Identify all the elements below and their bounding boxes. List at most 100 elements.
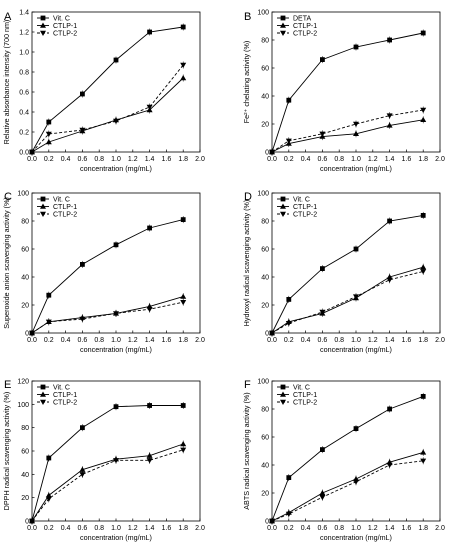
y-tick-label: 20 — [261, 491, 269, 498]
data-point — [146, 104, 153, 110]
data-point — [387, 406, 392, 412]
x-tick-label: 0.0 — [27, 337, 37, 344]
data-point — [386, 462, 393, 468]
data-point — [320, 57, 325, 62]
data-point — [319, 131, 326, 137]
y-tick-label: 0.2 — [19, 130, 29, 137]
data-point — [45, 492, 52, 498]
legend-label: CTLP-1 — [53, 392, 77, 399]
y-axis-label: ABTS radical scavenging activity (%) — [242, 392, 251, 509]
x-tick-label: 0.0 — [27, 525, 37, 532]
data-point — [353, 130, 359, 136]
y-tick-label: 40 — [261, 275, 269, 282]
data-point — [420, 394, 426, 399]
data-point — [353, 426, 359, 431]
data-point — [353, 121, 359, 127]
x-tick-label: 1.0 — [351, 525, 361, 532]
y-tick-label: 80 — [261, 38, 269, 45]
x-tick-label: 1.2 — [128, 156, 138, 163]
data-point — [387, 218, 392, 224]
x-tick-label: 1.2 — [368, 525, 378, 532]
panel-letter: D — [244, 191, 252, 203]
y-tick-label: 120 — [17, 379, 29, 386]
x-tick-label: 0.2 — [44, 156, 54, 163]
data-point — [319, 490, 326, 496]
series-line — [31, 449, 184, 522]
legend-label: CTLP-2 — [293, 31, 317, 38]
series-line — [31, 296, 184, 334]
x-tick-label: 1.8 — [178, 337, 188, 344]
data-point — [113, 458, 119, 464]
data-point — [320, 266, 325, 271]
x-tick-label: 2.0 — [195, 525, 205, 532]
data-point — [420, 458, 427, 464]
data-point — [29, 149, 35, 155]
data-point — [180, 24, 186, 30]
data-point — [79, 316, 86, 322]
data-point — [80, 91, 85, 97]
data-point — [147, 29, 152, 35]
x-tick-label: 1.2 — [128, 337, 138, 344]
y-tick-label: 0 — [265, 331, 269, 338]
x-tick-label: 0.4 — [301, 156, 311, 163]
data-point — [46, 292, 52, 298]
legend-marker — [280, 399, 286, 405]
x-tick-label: 0.6 — [78, 156, 88, 163]
series-1 — [29, 293, 187, 337]
y-tick-label: 0 — [25, 331, 29, 338]
series-line — [31, 77, 184, 153]
data-point — [79, 472, 86, 478]
x-axis-label: concentration (mg/mL) — [320, 345, 392, 354]
data-point — [420, 449, 427, 455]
x-tick-label: 2.0 — [435, 337, 445, 344]
data-point — [386, 122, 393, 128]
y-axis-label: DPPH radical scavenging activity (%) — [2, 392, 11, 511]
legend-label: Vit. C — [53, 16, 70, 23]
data-point — [113, 118, 119, 124]
y-axis-label: Fe²⁺ chelating activity (%) — [242, 41, 251, 123]
series-1 — [269, 448, 427, 525]
series-line — [271, 395, 424, 522]
chart-panel-a: A 0.0 0.2 0.4 0.6 0.8 1.0 1.2 1.4 1.6 1.8 2.0 0.0 0.2… — [2, 10, 205, 174]
series-line — [271, 270, 424, 334]
data-point — [147, 225, 152, 231]
data-point — [29, 330, 35, 336]
series-2 — [29, 61, 187, 156]
y-tick-label: 0.0 — [19, 150, 29, 157]
data-point — [180, 403, 186, 408]
data-point — [386, 277, 393, 283]
legend-marker — [280, 22, 286, 28]
x-tick-label: 1.8 — [178, 525, 188, 532]
x-tick-label: 1.8 — [418, 156, 428, 163]
legend-label: CTLP-2 — [53, 212, 77, 219]
data-point — [420, 264, 427, 270]
x-tick-label: 1.6 — [162, 337, 172, 344]
y-tick-label: 60 — [21, 449, 29, 456]
legend-label: CTLP-1 — [293, 204, 317, 211]
y-tick-label: 1.4 — [19, 10, 29, 17]
series-0 — [29, 402, 186, 525]
panel-letter: A — [4, 11, 12, 23]
x-axis-label: concentration (mg/mL) — [320, 533, 392, 542]
series-2 — [29, 446, 187, 525]
y-tick-label: 20 — [21, 495, 29, 502]
y-tick-label: 100 — [257, 10, 269, 17]
data-point — [387, 37, 392, 43]
legend-label: DETA — [293, 16, 311, 23]
x-tick-label: 0.4 — [61, 525, 71, 532]
data-point — [146, 458, 153, 464]
y-tick-label: 60 — [21, 247, 29, 254]
legend-marker — [40, 384, 46, 390]
y-tick-label: 100 — [17, 191, 29, 198]
x-tick-label: 1.6 — [162, 525, 172, 532]
data-point — [180, 217, 186, 222]
legend-label: CTLP-2 — [53, 31, 77, 38]
y-tick-label: 0.8 — [19, 70, 29, 77]
data-point — [146, 307, 153, 313]
series-2 — [269, 457, 427, 525]
y-tick-label: 60 — [261, 247, 269, 254]
y-axis-label: Relative absorbance intensity (700 nm) — [2, 20, 11, 145]
series-line — [271, 460, 424, 522]
legend-label: CTLP-1 — [293, 23, 317, 30]
